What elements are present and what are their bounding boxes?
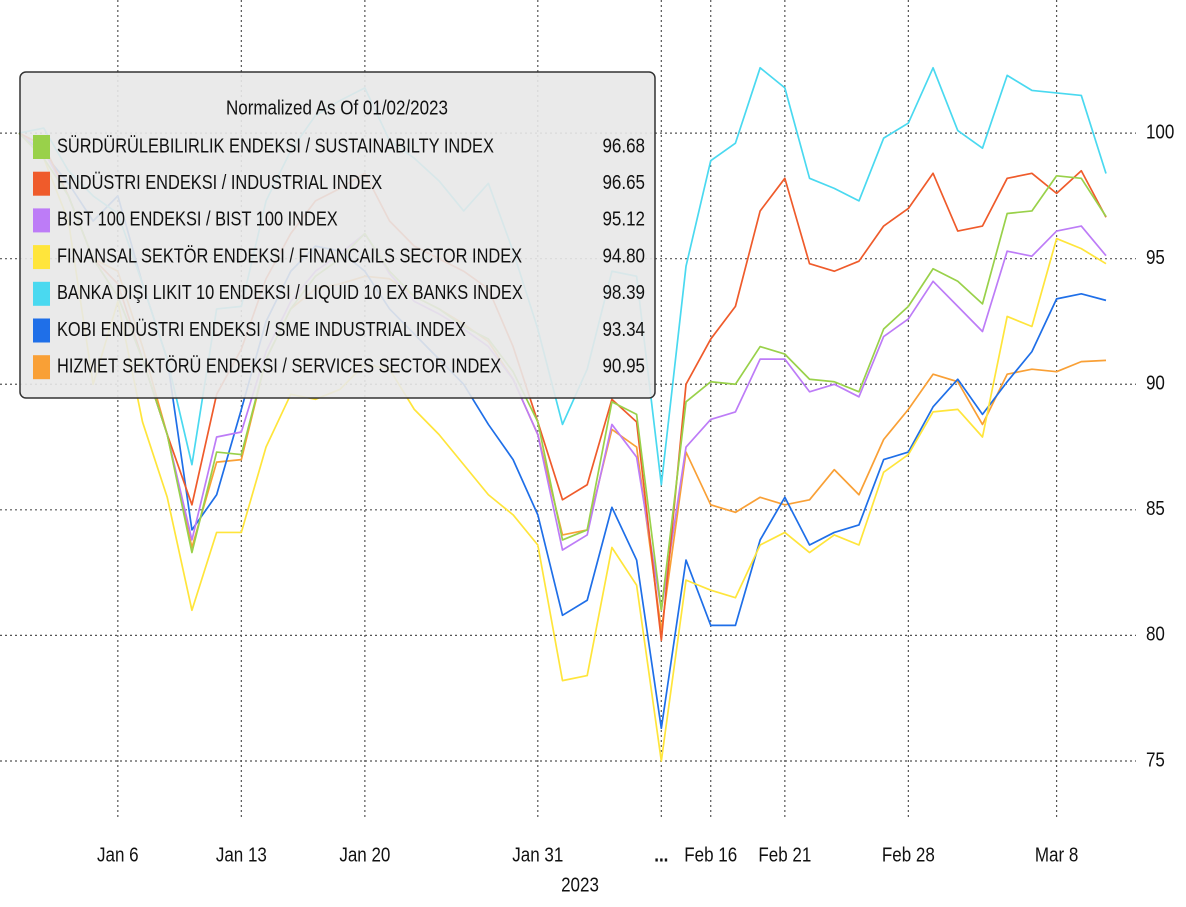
x-tick-label: Jan 31 [512, 843, 563, 866]
legend-swatch [33, 171, 50, 196]
legend-label: BIST 100 ENDEKSI / BIST 100 INDEX [57, 207, 338, 230]
legend-swatch [33, 281, 50, 306]
legend: Normalized As Of 01/02/2023 SÜRDÜRÜLEBIL… [19, 71, 656, 399]
x-tick-label: Mar 8 [1035, 843, 1078, 866]
series-line [18, 132, 1107, 642]
legend-box [19, 71, 656, 399]
legend-value: 90.95 [602, 354, 645, 377]
legend-value: 98.39 [602, 281, 645, 304]
legend-label: ENDÜSTRI ENDEKSI / INDUSTRIAL INDEX [57, 170, 382, 193]
y-tick-label: 90 [1146, 371, 1165, 394]
y-tick-label: 100 [1146, 120, 1174, 143]
legend-label: FINANSAL SEKTÖR ENDEKSI / FINANCAILS SEC… [57, 244, 522, 267]
y-tick-label: 75 [1146, 748, 1165, 771]
legend-swatch [33, 208, 50, 233]
legend-label: BANKA DIŞI LIKIT 10 ENDEKSI / LIQUID 10 … [57, 280, 523, 303]
lines [18, 66, 1107, 762]
y-tick-label: 85 [1146, 497, 1165, 520]
x-tick-label: Jan 20 [339, 843, 390, 866]
legend-swatch [33, 245, 50, 270]
legend-label: HIZMET SEKTÖRÜ ENDEKSI / SERVICES SECTOR… [57, 354, 501, 377]
y-tick-label: 95 [1146, 246, 1165, 269]
legend-label: SÜRDÜRÜLEBILIRLIK ENDEKSI / SUSTAINABILT… [57, 134, 494, 157]
legend-swatch [33, 135, 50, 159]
x-tick-label: Feb 21 [758, 843, 811, 866]
legend-value: 93.34 [602, 317, 645, 340]
x-tick-label: Feb 16 [684, 843, 737, 866]
series-line [18, 132, 1107, 612]
x-tick-label: ... [654, 843, 668, 866]
legend-value: 96.65 [602, 171, 645, 194]
legend-value: 96.68 [602, 134, 645, 157]
legend-value: 95.12 [602, 207, 645, 230]
legend-swatch [33, 318, 50, 343]
series-line [18, 132, 1107, 762]
x-axis-label: 2023 [561, 873, 599, 896]
legend-value: 94.80 [602, 244, 645, 267]
series-line [18, 66, 1107, 486]
axes: 2023 75 80 85 90 95 100 Jan 6 Jan 13 Jan 20 Jan 3… [97, 120, 1174, 896]
x-tick-label: Jan 13 [216, 843, 267, 866]
legend-label: KOBI ENDÜSTRI ENDEKSI / SME INDUSTRIAL I… [57, 317, 466, 340]
legend-title: Normalized As Of 01/02/2023 [226, 96, 448, 119]
legend-swatch [33, 355, 50, 380]
y-tick-label: 80 [1146, 622, 1165, 645]
x-tick-label: Feb 28 [882, 843, 935, 866]
series-line [18, 132, 1107, 612]
x-tick-label: Jan 6 [97, 843, 139, 866]
